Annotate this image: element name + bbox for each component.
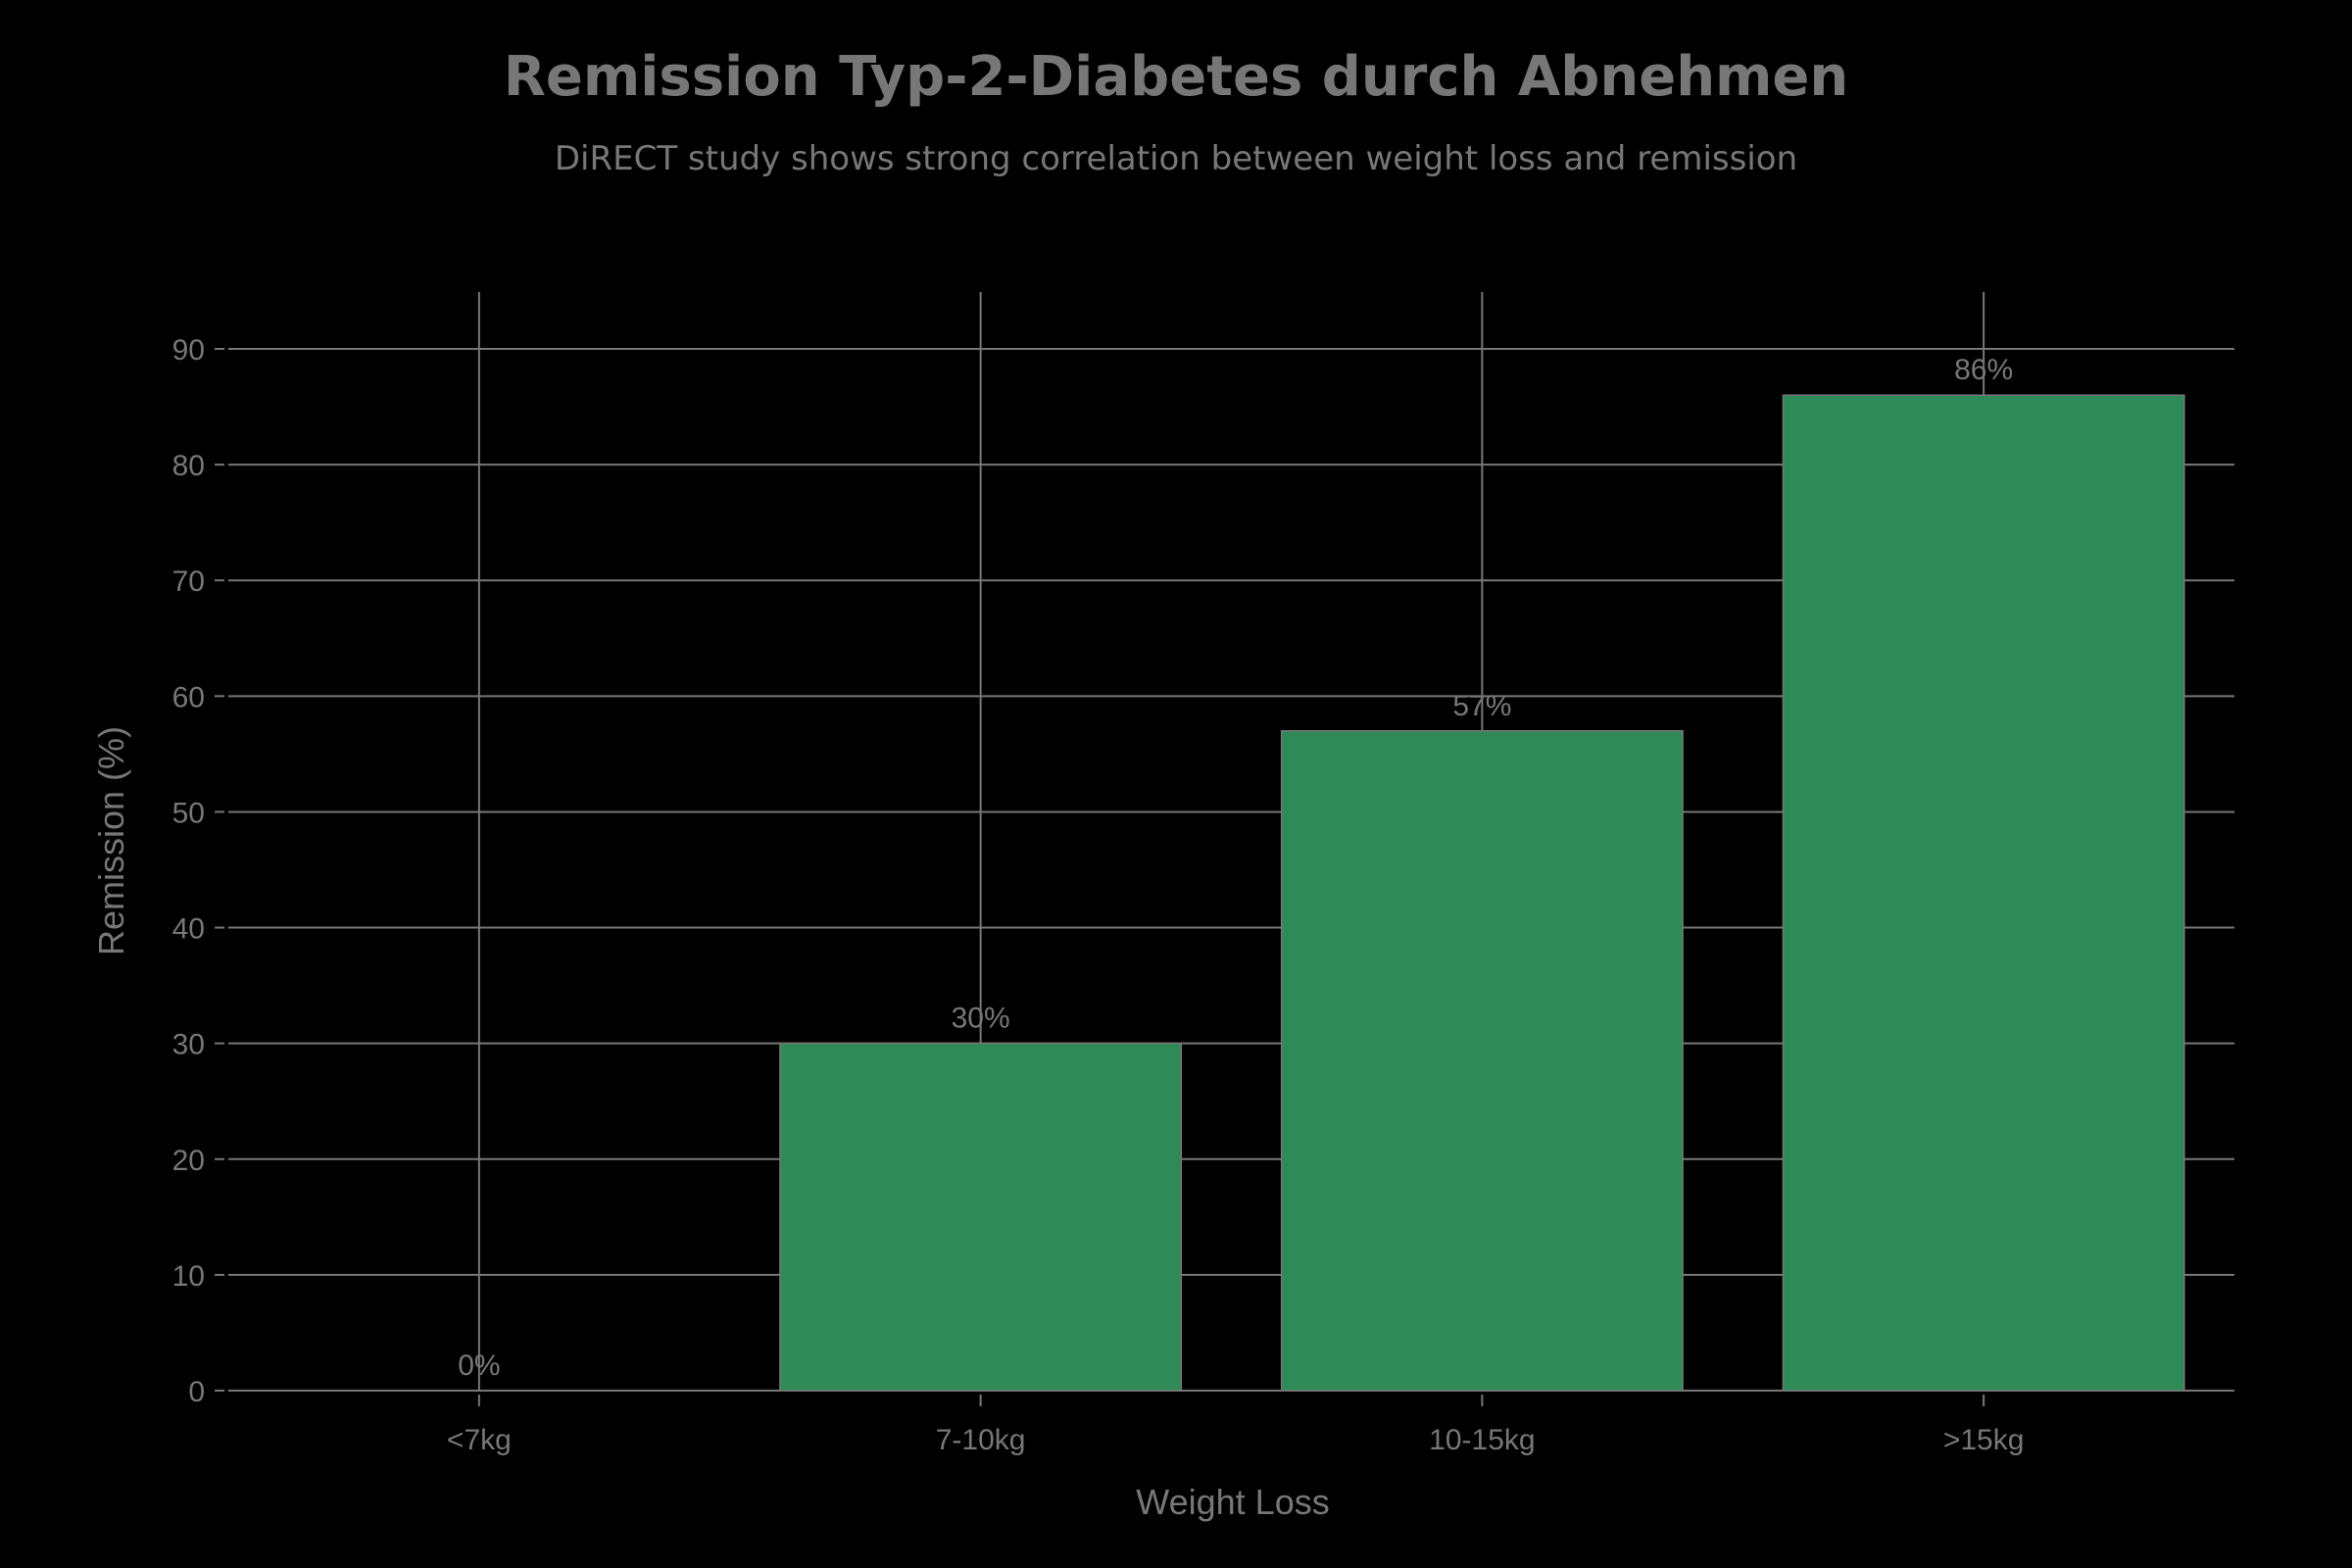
bar (1280, 730, 1684, 1392)
bar-value-label: 0% (458, 1349, 500, 1382)
y-tick-label: 70 (172, 565, 205, 598)
x-tick-label: 7-10kg (936, 1424, 1026, 1456)
y-tick-label: 30 (172, 1029, 205, 1061)
chart-title: Remission Typ-2-Diabetes durch Abnehmen (503, 45, 1849, 109)
bar-value-label: 30% (952, 1003, 1010, 1035)
x-tick-label: >15kg (1943, 1424, 2025, 1456)
x-tick-label: <7kg (447, 1424, 512, 1456)
y-tick-label: 0 (188, 1376, 205, 1408)
x-axis-label: Weight Loss (1136, 1482, 1329, 1522)
bar (1782, 394, 2185, 1392)
bar-value-label: 86% (1954, 354, 2013, 386)
y-tick-label: 40 (172, 913, 205, 946)
bars (779, 394, 2185, 1392)
chart-subtitle: DiRECT study shows strong correlation be… (554, 139, 1798, 178)
y-tick-label: 10 (172, 1260, 205, 1293)
bar-value-labels: 0% 30% 57% 86% (458, 354, 2013, 1382)
y-tick-label: 90 (172, 334, 205, 367)
x-tick-label: 10-15kg (1429, 1424, 1535, 1456)
y-axis-label: Remission (%) (91, 726, 131, 956)
bar-value-label: 57% (1452, 690, 1511, 722)
y-axis-ticks: 0 10 20 30 40 50 60 70 80 90 (172, 334, 224, 1408)
y-tick-label: 20 (172, 1145, 205, 1177)
y-tick-label: 80 (172, 450, 205, 482)
x-axis-ticks: <7kg 7-10kg 10-15kg >15kg (447, 1395, 2024, 1456)
y-tick-label: 50 (172, 797, 205, 829)
y-tick-label: 60 (172, 681, 205, 713)
bar (779, 1042, 1183, 1392)
